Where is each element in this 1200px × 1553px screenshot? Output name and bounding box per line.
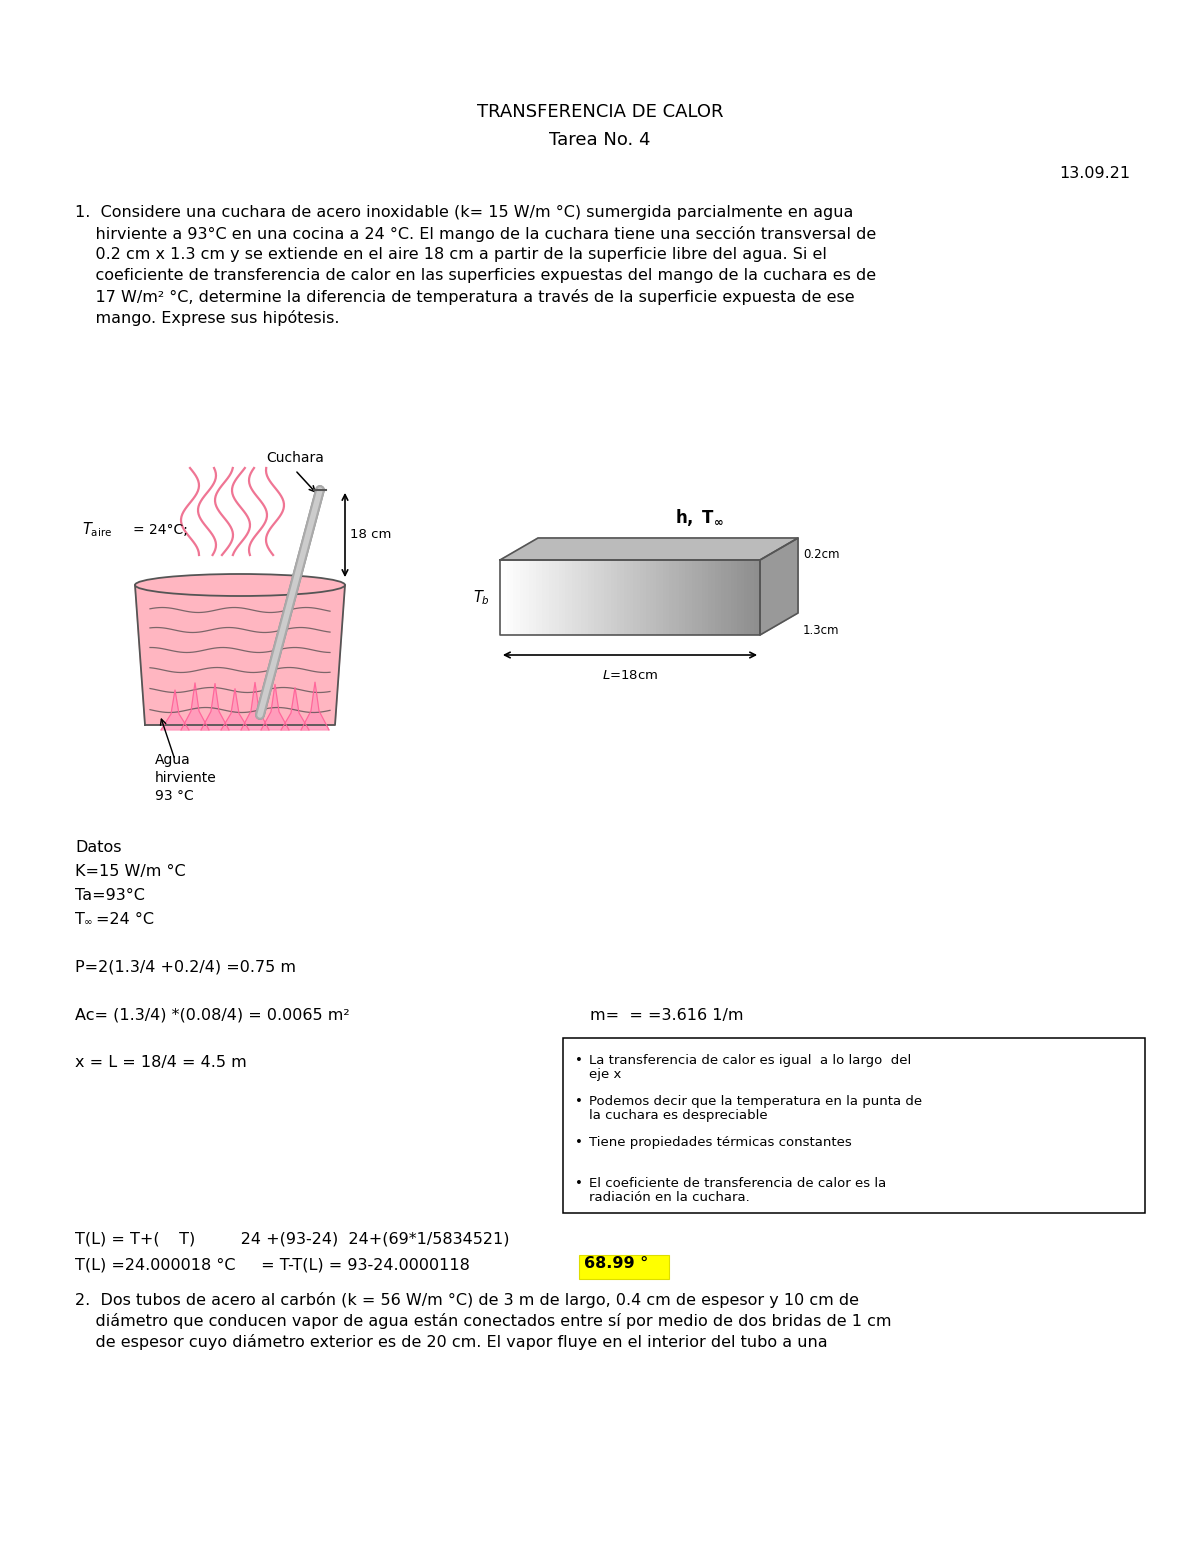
Text: m=  = =3.616 1/m: m= = =3.616 1/m bbox=[590, 1008, 744, 1023]
Text: T(L) =24.000018 °C     = T-T(L) = 93-24.0000118: T(L) =24.000018 °C = T-T(L) = 93-24.0000… bbox=[74, 1258, 470, 1273]
Text: Agua: Agua bbox=[155, 753, 191, 767]
Polygon shape bbox=[241, 682, 269, 730]
Text: •: • bbox=[575, 1135, 583, 1149]
Text: Datos: Datos bbox=[74, 840, 121, 856]
Text: •: • bbox=[575, 1095, 583, 1107]
Text: $T_b$: $T_b$ bbox=[473, 589, 490, 607]
Text: Ta=93°C: Ta=93°C bbox=[74, 888, 145, 902]
Polygon shape bbox=[760, 537, 798, 635]
Text: 93 °C: 93 °C bbox=[155, 789, 193, 803]
Text: 1.3cm: 1.3cm bbox=[803, 623, 840, 637]
Text: $L$=18cm: $L$=18cm bbox=[602, 669, 658, 682]
Text: 1.  Considere una cuchara de acero inoxidable (k= 15 W/m °C) sumergida parcialme: 1. Considere una cuchara de acero inoxid… bbox=[74, 205, 853, 221]
Text: =24 °C: =24 °C bbox=[96, 912, 154, 927]
Polygon shape bbox=[221, 688, 250, 730]
Text: mango. Exprese sus hipótesis.: mango. Exprese sus hipótesis. bbox=[74, 311, 340, 326]
Polygon shape bbox=[161, 690, 190, 730]
Text: Cuchara: Cuchara bbox=[266, 450, 324, 464]
FancyBboxPatch shape bbox=[580, 1255, 670, 1280]
Text: T): T) bbox=[174, 1232, 196, 1247]
Text: 24 +(93-24)  24+(69*1/5834521): 24 +(93-24) 24+(69*1/5834521) bbox=[210, 1232, 510, 1247]
Polygon shape bbox=[500, 537, 798, 561]
Text: 0.2cm: 0.2cm bbox=[803, 548, 840, 561]
Text: coeficiente de transferencia de calor en las superficies expuestas del mango de : coeficiente de transferencia de calor en… bbox=[74, 269, 876, 283]
Text: 68.99 °: 68.99 ° bbox=[584, 1256, 648, 1270]
Text: El coeficiente de transferencia de calor es la: El coeficiente de transferencia de calor… bbox=[589, 1177, 887, 1190]
Text: $\mathbf{h,\ T_{\infty}}$: $\mathbf{h,\ T_{\infty}}$ bbox=[674, 508, 724, 528]
Text: Tiene propiedades térmicas constantes: Tiene propiedades térmicas constantes bbox=[589, 1135, 852, 1149]
Polygon shape bbox=[202, 683, 229, 730]
Text: TRANSFERENCIA DE CALOR: TRANSFERENCIA DE CALOR bbox=[476, 102, 724, 121]
Polygon shape bbox=[134, 585, 346, 725]
Text: ∞: ∞ bbox=[84, 916, 92, 927]
Text: P=2(1.3/4 +0.2/4) =0.75 m: P=2(1.3/4 +0.2/4) =0.75 m bbox=[74, 960, 296, 975]
Text: •: • bbox=[575, 1054, 583, 1067]
Polygon shape bbox=[281, 688, 310, 730]
Text: T: T bbox=[74, 912, 85, 927]
FancyBboxPatch shape bbox=[563, 1037, 1145, 1213]
Text: 13.09.21: 13.09.21 bbox=[1058, 166, 1130, 182]
Text: 18 cm: 18 cm bbox=[350, 528, 391, 542]
Polygon shape bbox=[181, 683, 209, 730]
Text: 0.2 cm x 1.3 cm y se extiende en el aire 18 cm a partir de la superficie libre d: 0.2 cm x 1.3 cm y se extiende en el aire… bbox=[74, 247, 827, 262]
Text: de espesor cuyo diámetro exterior es de 20 cm. El vapor fluye en el interior del: de espesor cuyo diámetro exterior es de … bbox=[74, 1334, 828, 1350]
Text: eje x: eje x bbox=[589, 1068, 622, 1081]
Text: $T_\mathrm{aire}$: $T_\mathrm{aire}$ bbox=[82, 520, 112, 539]
Text: La transferencia de calor es igual  a lo largo  del: La transferencia de calor es igual a lo … bbox=[589, 1054, 911, 1067]
Ellipse shape bbox=[134, 575, 346, 596]
Polygon shape bbox=[301, 682, 329, 730]
Text: = 24°C;: = 24°C; bbox=[133, 523, 188, 537]
Text: Ac= (1.3/4) *(0.08/4) = 0.0065 m²: Ac= (1.3/4) *(0.08/4) = 0.0065 m² bbox=[74, 1008, 349, 1023]
Text: hirviente: hirviente bbox=[155, 770, 217, 784]
Text: Tarea No. 4: Tarea No. 4 bbox=[550, 130, 650, 149]
Text: x = L = 18/4 = 4.5 m: x = L = 18/4 = 4.5 m bbox=[74, 1054, 247, 1070]
Polygon shape bbox=[262, 685, 289, 730]
Text: 17 W/m² °C, determine la diferencia de temperatura a través de la superficie exp: 17 W/m² °C, determine la diferencia de t… bbox=[74, 289, 854, 304]
Text: radiación en la cuchara.: radiación en la cuchara. bbox=[589, 1191, 750, 1204]
Text: diámetro que conducen vapor de agua están conectados entre sí por medio de dos b: diámetro que conducen vapor de agua está… bbox=[74, 1312, 892, 1329]
Text: la cuchara es despreciable: la cuchara es despreciable bbox=[589, 1109, 768, 1121]
Text: T(L) = T+(: T(L) = T+( bbox=[74, 1232, 160, 1247]
Text: 2.  Dos tubos de acero al carbón (k = 56 W/m °C) de 3 m de largo, 0.4 cm de espe: 2. Dos tubos de acero al carbón (k = 56 … bbox=[74, 1292, 859, 1308]
Text: •: • bbox=[575, 1177, 583, 1190]
Text: Podemos decir que la temperatura en la punta de: Podemos decir que la temperatura en la p… bbox=[589, 1095, 922, 1107]
Text: K=15 W/m °C: K=15 W/m °C bbox=[74, 863, 186, 879]
Text: hirviente a 93°C en una cocina a 24 °C. El mango de la cuchara tiene una sección: hirviente a 93°C en una cocina a 24 °C. … bbox=[74, 227, 876, 242]
